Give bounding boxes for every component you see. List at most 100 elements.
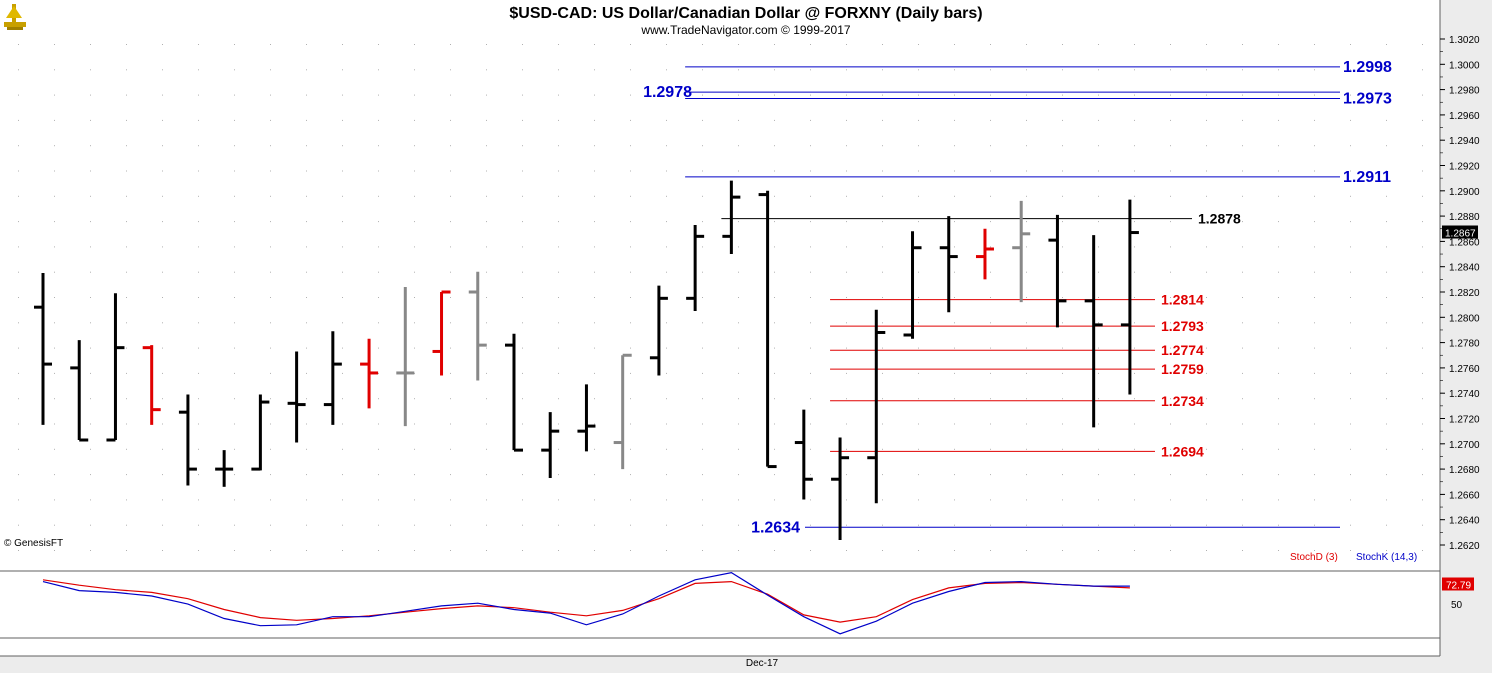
grid-dot (882, 195, 883, 197)
grid-dot (810, 69, 811, 71)
grid-dot (234, 398, 235, 400)
grid-dot (522, 271, 523, 273)
grid-dot (1314, 372, 1315, 374)
grid-dot (162, 44, 163, 45)
grid-dot (342, 347, 343, 349)
grid-dot (1062, 94, 1063, 96)
grid-dot (990, 221, 991, 223)
grid-dot (1206, 297, 1207, 298)
grid-dot (162, 499, 163, 501)
grid-dot (270, 448, 271, 450)
grid-dot (198, 271, 199, 273)
grid-dot (198, 94, 199, 96)
ohlc-bar (396, 286, 415, 427)
grid-dot (18, 499, 19, 501)
price-tick-label: 1.2900 (1449, 187, 1480, 198)
grid-dot (90, 221, 91, 223)
grid-dot (414, 423, 415, 425)
grid-dot (666, 145, 667, 147)
price-tick-label: 1.2760 (1449, 364, 1480, 375)
price-tick-label: 1.2680 (1449, 465, 1480, 476)
grid-dot (270, 297, 271, 298)
price-tick-label: 1.3020 (1449, 35, 1480, 46)
grid-dot (522, 322, 523, 324)
grid-dot (1278, 474, 1279, 476)
grid-dot (774, 145, 775, 147)
grid-dot (414, 550, 415, 551)
grid-dot (738, 347, 739, 349)
price-tick-label: 1.2800 (1449, 313, 1480, 324)
grid-dot (1026, 448, 1027, 450)
grid-dot (1278, 398, 1279, 400)
grid-dot (1170, 524, 1171, 526)
grid-dot (558, 271, 559, 273)
grid-dot (1062, 550, 1063, 551)
grid-dot (414, 297, 415, 298)
grid-dot (198, 119, 199, 121)
grid-dot (1314, 423, 1315, 425)
grid-dot (126, 550, 127, 551)
grid-dot (1278, 524, 1279, 526)
grid-dot (990, 297, 991, 298)
grid-dot (774, 170, 775, 172)
grid-dot (630, 119, 631, 121)
grid-dot (1314, 499, 1315, 501)
grid-dot (306, 448, 307, 450)
grid-dot (1278, 499, 1279, 501)
grid-dot (54, 271, 55, 273)
grid-dot (1062, 221, 1063, 223)
grid-dot (594, 524, 595, 526)
grid-dot (306, 246, 307, 248)
grid-dot (630, 221, 631, 223)
grid-dot (234, 347, 235, 349)
grid-dot (90, 145, 91, 147)
grid-dot (450, 550, 451, 551)
grid-dot (1062, 195, 1063, 197)
grid-dot (198, 423, 199, 425)
grid-dot (1350, 322, 1351, 324)
grid-dot (18, 322, 19, 324)
grid-dot (198, 246, 199, 248)
grid-dot (918, 170, 919, 172)
grid-dot (774, 94, 775, 96)
grid-dot (846, 398, 847, 400)
grid-dot (270, 499, 271, 501)
grid-dot (1026, 524, 1027, 526)
grid-dot (342, 145, 343, 147)
grid-dot (162, 347, 163, 349)
grid-dot (990, 550, 991, 551)
grid-dot (342, 423, 343, 425)
grid-dot (1026, 170, 1027, 172)
grid-dot (18, 423, 19, 425)
grid-dot (450, 448, 451, 450)
grid-dot (342, 170, 343, 172)
grid-dot (810, 145, 811, 147)
grid-dot (1206, 119, 1207, 121)
grid-dot (1170, 347, 1171, 349)
grid-dot (342, 69, 343, 71)
grid-dot (666, 322, 667, 324)
grid-dot (558, 499, 559, 501)
ohlc-bar (577, 384, 596, 452)
grid-dot (486, 398, 487, 400)
grid-dot (810, 347, 811, 349)
grid-dot (1350, 448, 1351, 450)
grid-dot (1422, 246, 1423, 248)
grid-dot (270, 145, 271, 147)
grid-dot (738, 448, 739, 450)
grid-dot (1134, 524, 1135, 526)
grid-dot (1170, 550, 1171, 551)
grid-dot (270, 271, 271, 273)
grid-dot (126, 474, 127, 476)
grid-dot (1026, 195, 1027, 197)
grid-dot (1098, 499, 1099, 501)
grid-dot (1134, 119, 1135, 121)
grid-dot (810, 94, 811, 96)
grid-dot (270, 524, 271, 526)
grid-dot (1098, 271, 1099, 273)
grid-dot (486, 347, 487, 349)
grid-dot (990, 195, 991, 197)
grid-dot (1134, 398, 1135, 400)
grid-dot (1422, 499, 1423, 501)
